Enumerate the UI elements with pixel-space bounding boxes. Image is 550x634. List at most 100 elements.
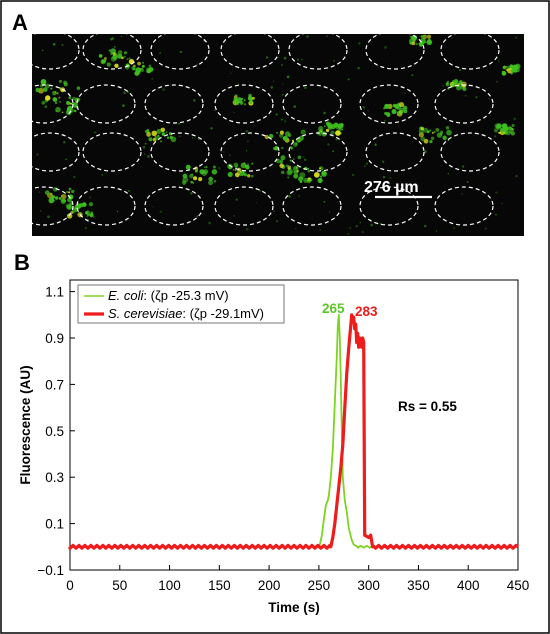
- cell-speck: [52, 187, 58, 192]
- cell-speck: [110, 37, 113, 41]
- cell-speck: [337, 123, 344, 129]
- cell-speck: [332, 150, 334, 153]
- cell-speck: [234, 172, 240, 178]
- well-outline: [144, 186, 204, 226]
- cell-speck: [72, 102, 78, 108]
- cell-speck: [154, 135, 157, 138]
- cell-speck: [270, 86, 273, 89]
- cell-speck: [461, 193, 463, 195]
- cell-speck: [433, 131, 436, 133]
- x-tick-label: 250: [308, 578, 331, 593]
- cell-speck: [233, 97, 238, 102]
- cell-speck: [69, 202, 73, 206]
- well-outline: [14, 84, 74, 124]
- cell-speck: [89, 212, 94, 218]
- cell-speck: [384, 45, 387, 49]
- cell-speck: [429, 129, 432, 132]
- cell-speck: [435, 128, 440, 132]
- cell-speck: [318, 125, 324, 132]
- cell-speck: [150, 67, 154, 71]
- cell-speck: [44, 105, 48, 109]
- legend-box: [77, 284, 285, 324]
- cell-speck: [247, 174, 251, 178]
- cell-speck: [161, 132, 166, 136]
- cell-speck: [423, 35, 426, 37]
- cell-speck: [152, 206, 155, 208]
- cell-speck: [357, 66, 360, 70]
- well-outline: [220, 132, 280, 172]
- cell-speck: [162, 88, 165, 92]
- cell-speck: [86, 215, 89, 218]
- cell-speck: [494, 135, 497, 138]
- cell-speck: [404, 92, 406, 94]
- cell-speck: [374, 143, 377, 146]
- cell-speck: [462, 87, 467, 92]
- x-tick-label: 450: [507, 578, 530, 593]
- cell-speck: [47, 215, 50, 219]
- x-tick-label: 150: [208, 578, 231, 593]
- cell-speck: [122, 104, 125, 107]
- cell-speck: [501, 202, 503, 205]
- well-outline: [288, 30, 348, 70]
- cell-speck: [68, 96, 72, 100]
- cell-speck: [505, 65, 507, 68]
- cell-speck: [391, 109, 397, 115]
- cell-speck: [453, 227, 455, 229]
- cell-speck: [110, 51, 114, 56]
- cell-speck: [293, 105, 296, 108]
- cell-speck: [303, 178, 309, 183]
- cell-speck: [426, 39, 433, 46]
- cell-speck: [44, 83, 50, 89]
- cell-speck: [501, 70, 504, 73]
- series-lines: [68, 313, 519, 550]
- x-axis-ticks: 0 50 100 150 200 250 300 350 400 450: [66, 565, 529, 593]
- y-tick-label: 0.3: [45, 470, 64, 485]
- cell-speck: [208, 176, 214, 182]
- cell-speck: [328, 122, 331, 125]
- cell-speck: [383, 182, 385, 184]
- cell-speck: [415, 209, 417, 211]
- cell-speck: [420, 127, 425, 131]
- cell-speck: [234, 169, 237, 172]
- cell-speck: [513, 117, 517, 121]
- cell-speck: [304, 86, 307, 89]
- cell-speck: [423, 224, 427, 228]
- cell-speck: [245, 150, 248, 152]
- cell-speck: [230, 72, 232, 75]
- cell-speck: [67, 105, 73, 111]
- cell-speck: [493, 128, 499, 133]
- cell-speck: [61, 111, 64, 114]
- well-outline: [282, 84, 342, 124]
- cell-speck: [141, 64, 145, 68]
- cell-speck: [288, 195, 291, 198]
- cell-speck: [170, 136, 177, 143]
- cell-speck: [106, 62, 111, 67]
- cell-speck: [245, 129, 249, 133]
- cell-speck: [151, 130, 158, 137]
- cell-speck: [182, 176, 189, 183]
- cell-speck: [272, 210, 275, 213]
- cell-speck: [286, 75, 290, 79]
- cell-speck: [292, 165, 299, 172]
- cell-speck: [445, 82, 450, 87]
- cell-speck: [233, 111, 235, 114]
- cell-speck: [276, 158, 281, 164]
- well-outline: [20, 30, 80, 70]
- cell-speck: [309, 178, 313, 182]
- cell-speck: [44, 190, 50, 195]
- legend-entry-ecoli: E. coli: (ζp -25.3 mV): [108, 288, 229, 303]
- cell-speck: [484, 227, 487, 230]
- well-outline: [214, 84, 274, 124]
- cell-speck: [290, 147, 293, 150]
- cell-speck: [211, 169, 218, 175]
- cell-speck: [306, 167, 310, 170]
- cell-speck: [335, 138, 338, 141]
- cell-speck: [325, 128, 330, 133]
- x-tick-label: 100: [158, 578, 181, 593]
- cell-speck: [42, 49, 44, 52]
- cell-speck: [392, 103, 397, 108]
- cell-speck: [101, 59, 106, 64]
- cell-speck: [367, 110, 369, 112]
- cell-speck: [50, 197, 54, 200]
- scale-bar-label: 276 µm: [364, 179, 419, 196]
